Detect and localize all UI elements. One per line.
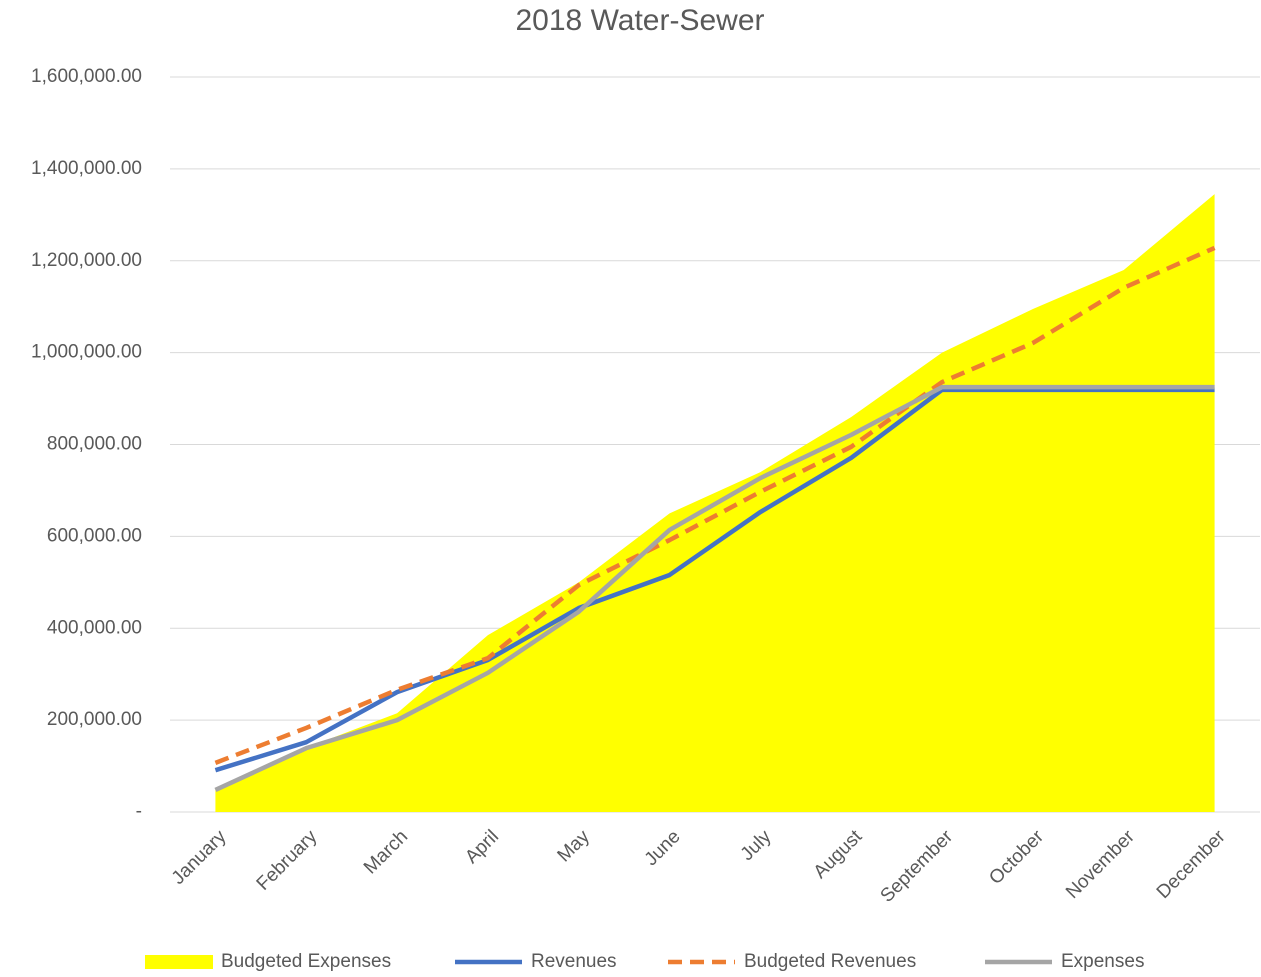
x-tick-label: May <box>554 826 595 867</box>
line <box>214 245 1216 765</box>
x-tick-label: June <box>641 826 685 870</box>
x-tick-label: November <box>1062 826 1139 903</box>
y-tick-label: 800,000.00 <box>47 434 142 455</box>
legend-label: Expenses <box>1061 951 1144 972</box>
chart-title: 2018 Water-Sewer <box>516 4 765 37</box>
y-tick-label: 600,000.00 <box>47 525 142 546</box>
x-tick-label: September <box>877 826 958 907</box>
x-tick-label: April <box>461 826 503 868</box>
x-tick-label: December <box>1153 826 1230 903</box>
x-tick-label: January <box>168 826 231 889</box>
line <box>214 384 1215 792</box>
y-tick-label: 1,000,000.00 <box>31 342 142 363</box>
y-tick-label: 1,200,000.00 <box>31 250 142 271</box>
legend-swatch <box>145 955 213 969</box>
y-tick-label: - <box>136 801 142 822</box>
y-tick-label: 200,000.00 <box>47 709 142 730</box>
x-tick-label: March <box>360 826 412 878</box>
x-tick-label: February <box>253 826 322 895</box>
y-tick-label: 1,400,000.00 <box>31 158 142 179</box>
x-tick-label: July <box>737 826 776 865</box>
legend-label: Budgeted Expenses <box>221 951 391 972</box>
legend-label: Budgeted Revenues <box>744 951 916 972</box>
y-tick-label: 1,600,000.00 <box>31 66 142 87</box>
y-tick-label: 400,000.00 <box>47 617 142 638</box>
line <box>214 387 1215 773</box>
legend-label: Revenues <box>531 951 617 972</box>
x-tick-label: August <box>810 826 867 883</box>
x-tick-label: October <box>985 826 1048 889</box>
